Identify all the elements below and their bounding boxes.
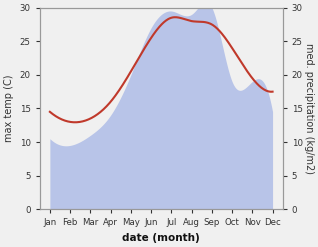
X-axis label: date (month): date (month) [122, 233, 200, 243]
Y-axis label: max temp (C): max temp (C) [4, 75, 14, 142]
Y-axis label: med. precipitation (kg/m2): med. precipitation (kg/m2) [304, 43, 314, 174]
